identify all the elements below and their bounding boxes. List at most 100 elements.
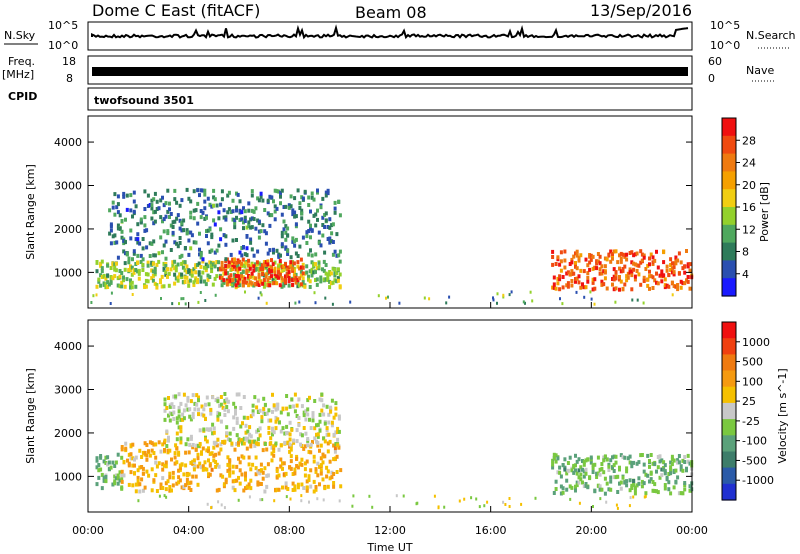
power-cell <box>266 259 270 264</box>
power-cell <box>174 276 178 281</box>
velocity-cell <box>249 434 253 439</box>
power-cell <box>642 301 645 305</box>
power-cell <box>167 271 171 276</box>
power-cell <box>270 258 273 263</box>
power-cell <box>109 280 113 285</box>
velocity-cell <box>293 392 297 397</box>
velocity-cell <box>559 474 563 479</box>
power-cell <box>116 226 120 231</box>
velocity-cell <box>318 419 322 424</box>
power-cell <box>639 282 643 287</box>
power-cell <box>141 237 145 241</box>
power-cell <box>266 283 270 287</box>
power-cell <box>192 216 196 221</box>
power-cell <box>603 270 607 275</box>
power-cell <box>299 265 303 270</box>
noise-trace-line <box>91 24 689 40</box>
power-cell <box>291 208 295 213</box>
power-cell <box>301 262 305 267</box>
velocity-cell <box>147 449 151 454</box>
velocity-cell <box>136 468 140 473</box>
velocity-cell <box>572 470 576 475</box>
power-cell <box>286 233 290 238</box>
velocity-cell <box>256 398 260 403</box>
power-cell <box>164 214 168 219</box>
power-cell <box>637 272 641 277</box>
velocity-cell <box>113 474 117 479</box>
power-cell <box>150 276 154 281</box>
velocity-cell <box>574 484 577 489</box>
power-cell <box>287 279 291 284</box>
velocity-cell <box>187 450 191 455</box>
power-cell <box>217 210 221 215</box>
velocity-cell <box>395 494 398 498</box>
velocity-cell <box>191 445 195 450</box>
velocity-cell <box>319 471 323 476</box>
power-cell <box>565 283 569 288</box>
velocity-cell <box>159 486 163 490</box>
power-cell <box>294 301 297 305</box>
velocity-cell <box>217 500 220 504</box>
velocity-cell <box>163 448 166 452</box>
velocity-cell <box>598 484 602 489</box>
velocity-ylabel: Slant Range [km] <box>24 368 37 464</box>
power-cell <box>672 272 676 277</box>
velocity-cell <box>640 453 644 457</box>
power-cell <box>574 264 577 269</box>
velocity-ytick-label: 1000 <box>54 470 82 483</box>
power-cell <box>225 271 229 276</box>
velocity-colorbar-frame <box>721 321 737 501</box>
power-colorbar-swatch <box>722 260 736 279</box>
velocity-cell <box>612 463 616 468</box>
power-cell <box>111 200 115 205</box>
velocity-cell <box>197 395 200 400</box>
velocity-cell <box>607 468 611 472</box>
power-cell <box>198 247 201 252</box>
velocity-cell <box>646 473 650 478</box>
velocity-cell <box>232 426 236 431</box>
power-cell <box>99 283 103 288</box>
power-cell <box>171 230 175 235</box>
power-cell <box>196 263 199 267</box>
power-cell <box>153 266 157 271</box>
velocity-cell <box>170 457 173 462</box>
power-cell <box>575 253 579 258</box>
power-cell <box>229 278 233 283</box>
velocity-cell <box>308 500 310 504</box>
power-cell <box>118 213 122 218</box>
power-cell <box>570 257 574 262</box>
power-cell <box>262 265 266 270</box>
velocity-cell <box>305 459 309 464</box>
power-cell <box>129 281 132 286</box>
velocity-cell <box>244 471 247 476</box>
power-cell <box>614 270 618 275</box>
power-cell <box>196 280 199 285</box>
power-cell <box>310 228 314 233</box>
velocity-cell <box>231 464 235 469</box>
power-cell <box>639 249 643 254</box>
power-cell <box>272 199 275 204</box>
power-cell <box>330 223 334 228</box>
velocity-cell <box>99 467 103 472</box>
velocity-cell <box>569 497 572 501</box>
power-cell <box>240 253 244 258</box>
power-cell <box>291 212 295 217</box>
power-cell <box>224 257 228 262</box>
power-cell <box>614 300 617 304</box>
velocity-cell <box>248 495 251 499</box>
power-colorbar-tick-label: 20 <box>742 179 756 192</box>
power-cell <box>217 216 221 221</box>
power-cell <box>321 223 325 227</box>
velocity-cell <box>259 482 263 486</box>
power-cell <box>255 267 259 271</box>
power-cell <box>298 206 302 210</box>
velocity-cell <box>188 407 192 412</box>
velocity-cell <box>261 470 265 475</box>
power-cell <box>169 267 173 272</box>
power-cell <box>563 258 567 263</box>
power-cell <box>324 190 328 195</box>
power-cell <box>104 285 108 290</box>
velocity-cell <box>113 464 117 468</box>
power-cell <box>189 246 193 251</box>
